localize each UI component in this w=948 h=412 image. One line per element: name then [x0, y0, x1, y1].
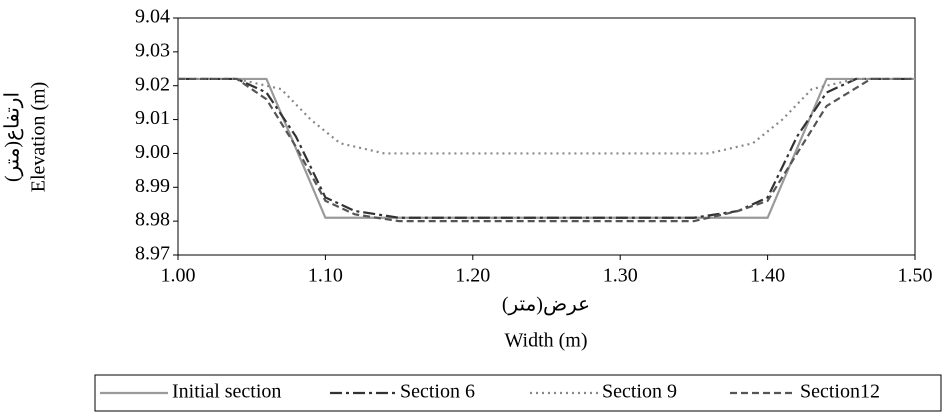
- y-tick-label: 8.97: [135, 243, 170, 265]
- y-axis-label: Elevation (m): [28, 82, 50, 193]
- legend-box: [94, 374, 942, 412]
- legend-label: Initial section: [172, 381, 281, 403]
- x-axis-label-alt: عرض(متر): [502, 294, 590, 316]
- x-tick-label: 1.20: [455, 265, 490, 287]
- y-tick-label: 9.02: [135, 73, 170, 95]
- y-tick-label: 9.03: [135, 39, 170, 61]
- x-tick-label: 1.30: [603, 265, 638, 287]
- legend-label: Section 9: [602, 381, 677, 403]
- y-axis-label-alt: ارتفاع(متر): [2, 92, 24, 182]
- x-tick-label: 1.10: [308, 265, 343, 287]
- x-tick-label: 1.50: [898, 265, 933, 287]
- series-line: [178, 77, 915, 219]
- series-line: [178, 77, 915, 219]
- y-tick-label: 9.04: [135, 6, 170, 28]
- y-tick-label: 8.99: [135, 175, 170, 197]
- y-tick-label: 9.00: [135, 141, 170, 163]
- series-line: [178, 77, 915, 223]
- x-tick-label: 1.40: [750, 265, 785, 287]
- x-tick-label: 1.00: [161, 265, 196, 287]
- plot-frame: [177, 17, 916, 256]
- legend-label: Section12: [800, 381, 880, 403]
- y-tick-label: 8.98: [135, 209, 170, 231]
- series-line: [178, 77, 915, 155]
- y-tick-label: 9.01: [135, 107, 170, 129]
- x-axis-label: Width (m): [504, 330, 587, 352]
- legend-label: Section 6: [400, 381, 475, 403]
